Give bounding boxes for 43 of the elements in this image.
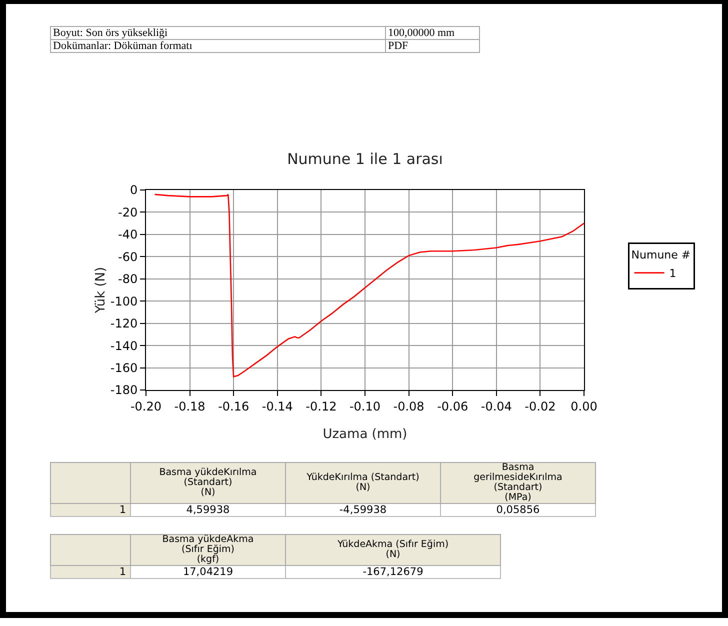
- text: Basma yükdeAkma (Sıfır Eğim) (kgf): [130, 534, 286, 566]
- text: PDF: [386, 40, 480, 52]
- text: Boyut: Son örs yüksekliği: [50, 26, 386, 40]
- y-tick-label: -140: [110, 338, 138, 353]
- x-axis-title: Uzama (mm): [322, 427, 408, 442]
- text: Basma gerilmesideKırılma (Standart) (MPa): [440, 462, 596, 504]
- legend-label: 1: [669, 267, 676, 280]
- text: 1: [50, 504, 130, 516]
- text: -167,12679: [286, 566, 500, 578]
- x-tick-label: 0.00: [570, 399, 598, 414]
- text: 100,00000 mm: [386, 26, 480, 40]
- text: Basma yükdeKırılma (Standart) (N): [130, 462, 286, 504]
- line-series: [154, 194, 584, 378]
- text: YükdeAkma (Sıfır Eğim) (N): [286, 534, 500, 566]
- legend-title: Numune #: [631, 248, 691, 262]
- text: -4,59938: [286, 504, 440, 516]
- x-tick-label: -0.04: [480, 399, 512, 414]
- x-tick-label: -0.10: [349, 399, 381, 414]
- x-tick-label: -0.06: [437, 399, 468, 414]
- y-tick-label: -160: [110, 360, 138, 375]
- x-tick-label: -0.16: [218, 399, 250, 414]
- y-tick-label: -20: [118, 205, 138, 220]
- text: Dokümanlar: Döküman formatı: [50, 40, 386, 52]
- y-tick-label: -180: [110, 383, 138, 398]
- text: 17,04219: [130, 566, 286, 578]
- text: 4,59938: [130, 504, 286, 516]
- chart-title: Numune 1 ile 1 arası: [287, 150, 443, 168]
- y-tick-label: -120: [110, 316, 138, 331]
- x-tick-label: -0.18: [174, 399, 206, 414]
- y-tick-label: -80: [118, 272, 138, 286]
- text: 0,05856: [440, 504, 596, 516]
- x-tick-label: -0.12: [306, 399, 337, 414]
- text: YükdeKırılma (Standart) (N): [286, 462, 440, 504]
- text: 1: [50, 566, 130, 578]
- y-tick-label: -100: [110, 294, 138, 308]
- x-tick-label: -0.02: [524, 399, 556, 414]
- y-tick-label: 0: [130, 183, 138, 198]
- x-tick-label: -0.08: [393, 399, 424, 414]
- y-axis-title: Yük (N): [93, 266, 108, 314]
- x-tick-label: -0.20: [130, 399, 162, 414]
- x-tick-label: -0.14: [262, 399, 293, 414]
- y-tick-label: -40: [118, 228, 138, 242]
- y-tick-label: -60: [118, 250, 138, 264]
